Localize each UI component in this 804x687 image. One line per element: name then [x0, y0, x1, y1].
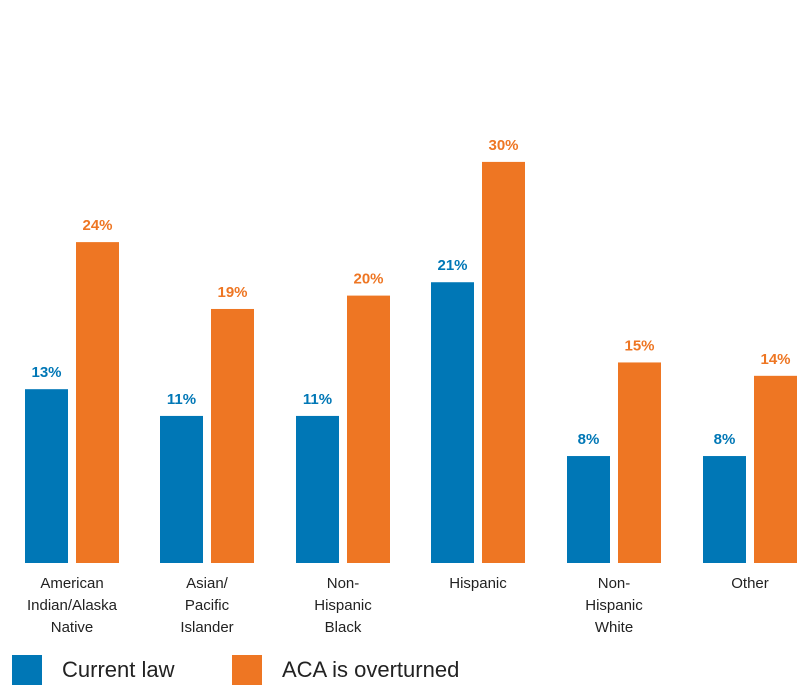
legend-swatch-aca-overturned [232, 655, 262, 685]
data-label-current-law-2: 11% [303, 391, 332, 408]
category-label-line: Hispanic [585, 597, 643, 614]
category-label-1: Asian/Pacific Islander [147, 573, 267, 639]
bar-aca-overturned-5 [754, 375, 797, 563]
category-label-5: Other [690, 573, 804, 595]
category-label-line: Hispanic [314, 597, 372, 614]
bar-aca-overturned-4 [618, 362, 661, 563]
legend-swatch-current-law [12, 655, 42, 685]
bar-current-law-2 [296, 415, 339, 563]
data-label-aca-overturned-5: 14% [760, 351, 790, 368]
category-label-line: American [40, 575, 104, 592]
bar-aca-overturned-3 [482, 161, 525, 563]
data-label-current-law-5: 8% [714, 431, 736, 448]
category-label-line: Asian/ [186, 575, 228, 592]
bar-aca-overturned-2 [347, 295, 390, 563]
category-label-line: Other [731, 575, 769, 592]
category-label-line: Non- [326, 575, 360, 592]
bar-current-law-5 [703, 456, 746, 563]
category-label-4: Non- Hispanic White [554, 573, 674, 639]
data-label-aca-overturned-1: 19% [217, 284, 247, 301]
bar-current-law-0 [25, 389, 68, 563]
category-label-2: Non- Hispanic Black [283, 573, 403, 639]
bar-aca-overturned-1 [211, 308, 254, 563]
legend-item-aca-overturned: ACA is overturned [232, 655, 459, 685]
data-label-current-law-0: 13% [31, 364, 61, 381]
data-label-aca-overturned-0: 24% [82, 217, 112, 234]
category-label-line: Black [324, 619, 362, 636]
category-label-3: Hispanic [418, 573, 538, 595]
category-label-line: Pacific [184, 597, 230, 614]
data-label-current-law-4: 8% [578, 431, 600, 448]
legend-label-current-law: Current law [62, 657, 175, 682]
legend-item-current-law: Current law [12, 655, 174, 685]
category-label-0: American Indian/Alaska Native [12, 573, 132, 639]
data-label-aca-overturned-2: 20% [353, 271, 383, 288]
data-label-aca-overturned-3: 30% [488, 137, 518, 154]
category-label-line: Native [50, 619, 94, 636]
category-label-line: Indian/Alaska [26, 597, 118, 614]
data-label-current-law-1: 11% [167, 391, 196, 408]
legend-label-aca-overturned: ACA is overturned [282, 657, 460, 682]
data-label-current-law-3: 21% [437, 257, 467, 274]
category-label-line: White [594, 619, 634, 636]
bar-current-law-1 [160, 415, 203, 563]
data-label-aca-overturned-4: 15% [624, 337, 654, 354]
bar-current-law-3 [431, 282, 474, 563]
category-label-line: Hispanic [449, 575, 507, 592]
category-label-line: Non- [597, 575, 631, 592]
category-label-line: Islander [180, 619, 234, 636]
bar-aca-overturned-0 [76, 242, 119, 563]
bar-current-law-4 [567, 456, 610, 563]
